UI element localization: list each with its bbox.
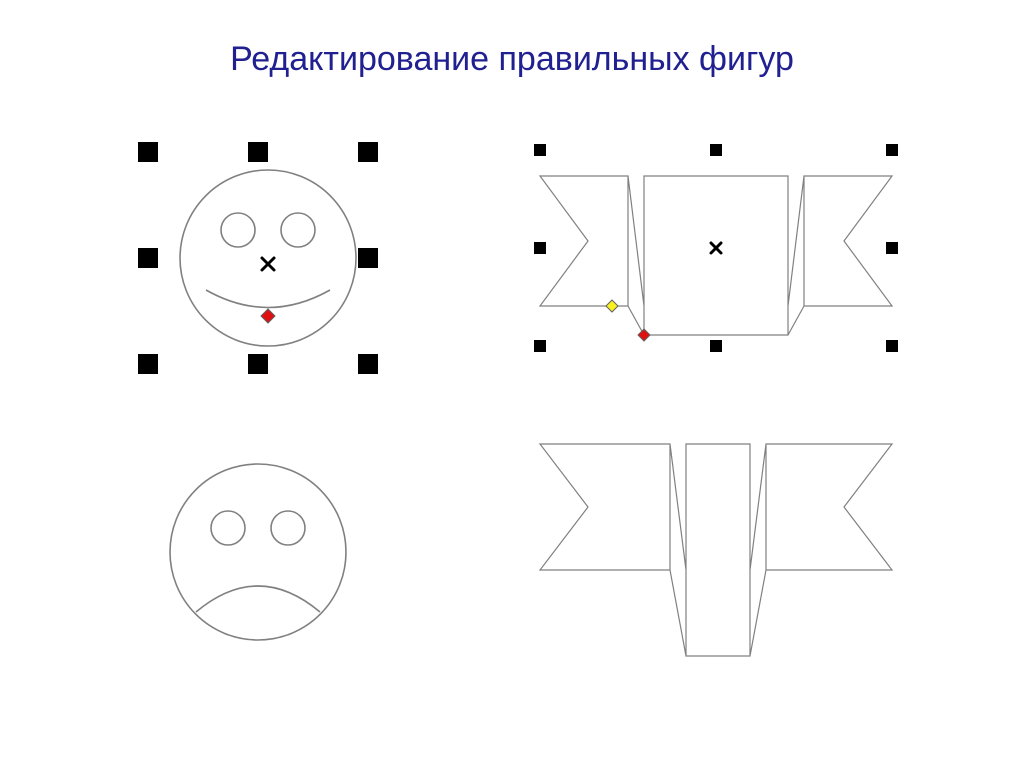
selection-handle[interactable] [710, 144, 722, 156]
selection-handle[interactable] [138, 248, 158, 268]
selection-handle[interactable] [138, 354, 158, 374]
mouth [196, 586, 320, 612]
face-outline [170, 464, 346, 640]
center-mark-icon [262, 258, 274, 270]
slide: Редактирование правильных фигур [0, 0, 1024, 768]
selection-handle[interactable] [358, 142, 378, 162]
ribbon-selected [534, 144, 898, 352]
center-mark-icon [711, 243, 721, 253]
selection-handle[interactable] [886, 144, 898, 156]
selection-handle[interactable] [358, 354, 378, 374]
ribbon-outline [540, 444, 892, 656]
selection-handle[interactable] [534, 144, 546, 156]
selection-handle[interactable] [358, 248, 378, 268]
selection-handle[interactable] [534, 242, 546, 254]
eye-right [271, 511, 305, 545]
eye-right [281, 213, 315, 247]
eye-left [221, 213, 255, 247]
selection-handle[interactable] [710, 340, 722, 352]
selection-handle[interactable] [886, 340, 898, 352]
adjust-handle-icon[interactable] [261, 309, 275, 323]
selection-handle[interactable] [248, 142, 268, 162]
adjust-handle-icon[interactable] [606, 300, 618, 312]
diagram-canvas [0, 0, 1024, 768]
selection-handle[interactable] [248, 354, 268, 374]
ribbon-outline [540, 176, 892, 335]
selection-handle[interactable] [138, 142, 158, 162]
eye-left [211, 511, 245, 545]
ribbon-modified [540, 444, 892, 656]
adjust-handle-icon[interactable] [638, 329, 650, 341]
smiley-sad [170, 464, 346, 640]
smiley-selected [138, 142, 378, 374]
selection-handle[interactable] [886, 242, 898, 254]
mouth [206, 290, 330, 308]
selection-handle[interactable] [534, 340, 546, 352]
